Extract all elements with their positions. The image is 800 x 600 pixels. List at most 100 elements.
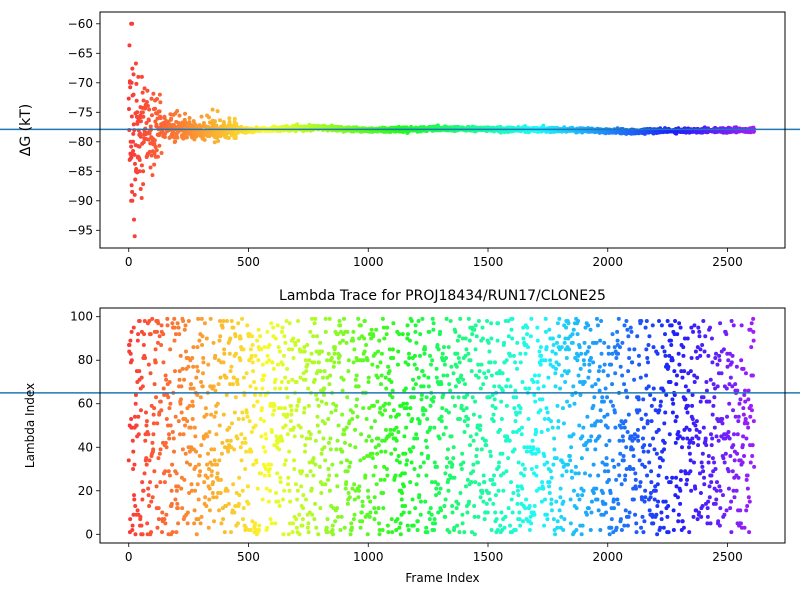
lambda-trace-point — [625, 430, 630, 435]
lambda-trace-point — [375, 451, 380, 456]
lambda-trace-point — [179, 384, 184, 389]
lambda-trace-point — [444, 408, 449, 413]
lambda-trace-point — [408, 406, 413, 411]
lambda-trace-point — [598, 408, 603, 413]
lambda-trace-point — [203, 495, 208, 500]
lambda-trace-point — [676, 519, 681, 524]
lambda-trace-point — [305, 525, 310, 530]
lambda-trace-point — [143, 438, 148, 443]
lambda-trace-point — [181, 319, 186, 324]
lambda-trace-point — [163, 373, 168, 378]
lambda-trace-point — [663, 499, 668, 504]
delta-g-point — [129, 114, 134, 119]
lambda-trace-point — [223, 504, 228, 509]
lambda-trace-point — [358, 525, 363, 530]
lambda-trace-point — [322, 421, 327, 426]
lambda-trace-point — [352, 347, 357, 352]
lambda-trace-point — [576, 471, 581, 476]
lambda-trace-point — [662, 421, 667, 426]
lambda-trace-point — [488, 453, 493, 458]
lambda-trace-point — [211, 495, 216, 500]
lambda-trace-point — [163, 469, 168, 474]
lambda-trace-point — [270, 360, 275, 365]
lambda-trace-point — [390, 347, 395, 352]
lambda-trace-point — [423, 408, 428, 413]
lambda-trace-point — [471, 462, 476, 467]
lambda-trace-point — [514, 395, 519, 400]
lambda-trace-point — [638, 480, 643, 485]
lambda-trace-point — [466, 316, 471, 321]
lambda-trace-point — [661, 525, 666, 530]
lambda-trace-point — [526, 416, 531, 421]
lambda-trace-point — [146, 493, 151, 498]
lambda-trace-point — [175, 506, 180, 511]
lambda-trace-point — [636, 397, 641, 402]
lambda-trace-point — [182, 377, 187, 382]
lambda-trace-point — [589, 434, 594, 439]
lambda-trace-point — [550, 349, 555, 354]
lambda-trace-point — [478, 427, 483, 432]
lambda-trace-point — [379, 373, 384, 378]
lambda-trace-point — [287, 321, 292, 326]
lambda-trace-point — [513, 419, 518, 424]
lambda-trace-point — [674, 382, 679, 387]
lambda-trace-point — [385, 325, 390, 330]
lambda-trace-point — [501, 471, 506, 476]
delta-g-x-ticks: 0 500 1000 1500 2000 2500 — [125, 248, 743, 269]
delta-g-outlier-point — [198, 133, 203, 138]
lambda-trace-point — [525, 332, 530, 337]
lambda-trace-point — [630, 360, 635, 365]
delta-g-point — [152, 162, 157, 167]
lambda-trace-point — [628, 325, 633, 330]
delta-g-point — [295, 122, 300, 127]
lambda-trace-point — [426, 384, 431, 389]
lambda-trace-point — [656, 473, 661, 478]
lambda-trace-point — [364, 416, 369, 421]
lambda-trace-point — [528, 445, 533, 450]
lambda-trace-point — [415, 527, 420, 532]
delta-g-point — [141, 140, 146, 145]
delta-g-outlier-point — [139, 74, 144, 79]
lambda-trace-point — [629, 434, 634, 439]
lambda-trace-point — [432, 460, 437, 465]
lambda-trace-point — [434, 493, 439, 498]
lambda-trace-point — [161, 332, 166, 337]
lambda-trace-point — [465, 477, 470, 482]
lambda-trace-point — [611, 506, 616, 511]
lambda-trace-point — [291, 521, 296, 526]
lambda-trace-point — [173, 332, 178, 337]
lambda-trace-point — [222, 347, 227, 352]
lambda-trace-point — [355, 414, 360, 419]
lambda-trace-point — [606, 351, 611, 356]
lambda-trace-point — [253, 521, 258, 526]
lambda-trace-point — [470, 332, 475, 337]
lambda-trace-point — [555, 525, 560, 530]
lambda-trace-point — [444, 464, 449, 469]
lambda-trace-point — [180, 506, 185, 511]
lambda-trace-point — [338, 527, 343, 532]
lambda-trace-point — [224, 375, 229, 380]
lambda-trace-point — [180, 366, 185, 371]
lambda-trace-point — [610, 351, 615, 356]
lambda-trace-point — [480, 490, 485, 495]
lambda-trace-point — [451, 371, 456, 376]
lambda-trace-point — [259, 434, 264, 439]
delta-g-outlier-point — [150, 139, 155, 144]
lambda-trace-point — [366, 495, 371, 500]
lambda-trace-point — [249, 430, 254, 435]
lambda-trace-point — [623, 477, 628, 482]
lambda-trace-point — [478, 423, 483, 428]
lambda-trace-point — [201, 360, 206, 365]
lambda-trace-point — [141, 342, 146, 347]
lambda-trace-point — [450, 462, 455, 467]
lambda-trace-point — [326, 416, 331, 421]
lambda-trace-point — [576, 353, 581, 358]
lambda-trace-point — [146, 486, 151, 491]
lambda-trace-point — [236, 321, 241, 326]
delta-g-point — [145, 103, 150, 108]
lambda-trace-point — [280, 325, 285, 330]
lambda-trace-point — [269, 462, 274, 467]
lambda-trace-point — [154, 484, 159, 489]
lambda-trace-point — [177, 377, 182, 382]
lambda-trace-point — [139, 523, 144, 528]
